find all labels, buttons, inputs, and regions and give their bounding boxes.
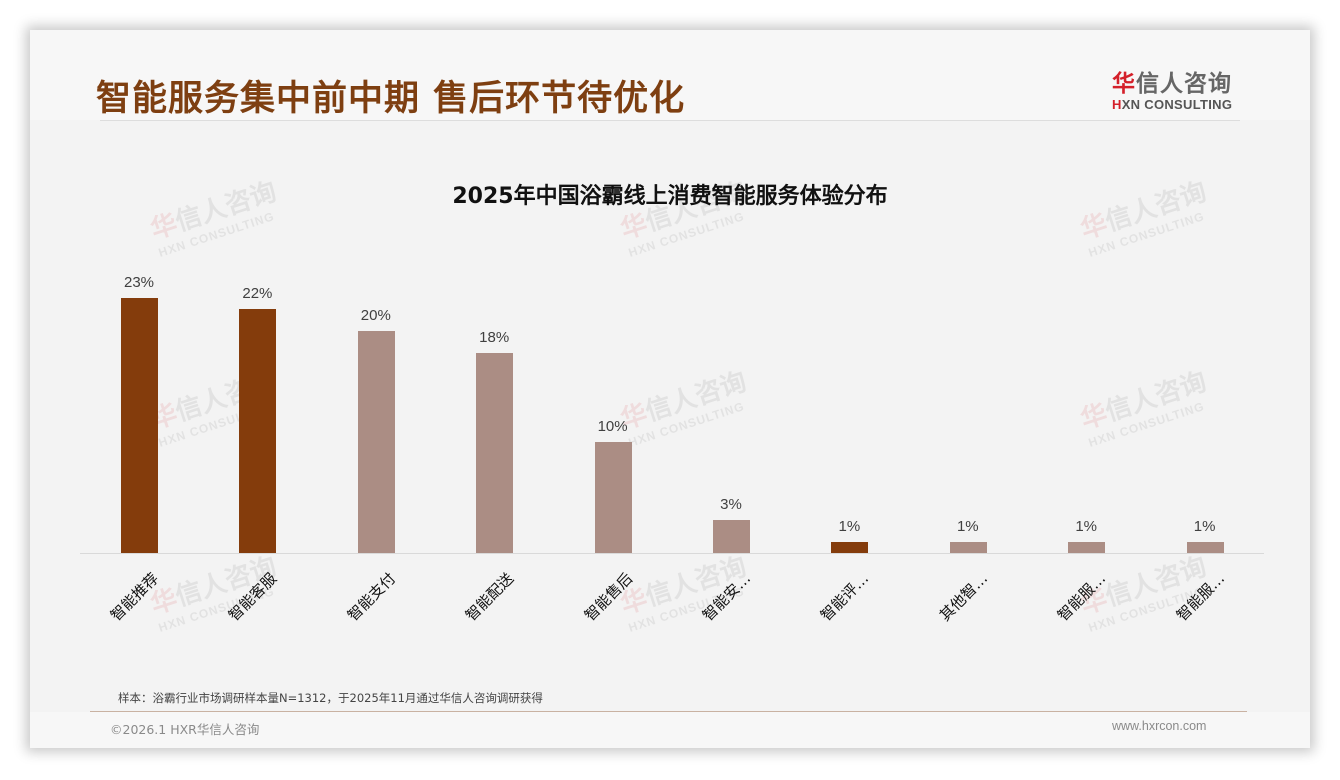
bar — [831, 541, 869, 553]
category-label: 智能客服 — [225, 569, 281, 625]
bar — [1068, 541, 1106, 553]
bar — [949, 541, 987, 553]
bar — [239, 309, 277, 553]
footer-background — [30, 712, 1310, 748]
category-label: 智能服… — [1172, 569, 1228, 625]
bar-group: 10% 智能售后 — [554, 250, 672, 624]
category-label: 智能售后 — [580, 569, 636, 625]
bar-group: 22% 智能客服 — [198, 250, 316, 625]
header-background — [30, 30, 1310, 120]
bar-group: 1% 智能服… — [1027, 250, 1145, 625]
category-label: 智能评… — [817, 569, 873, 625]
x-axis-line — [80, 553, 1264, 554]
page-title: 智能服务集中前中期 售后环节待优化 — [96, 79, 686, 119]
header-divider — [100, 120, 1240, 121]
category-label: 智能推荐 — [106, 569, 163, 625]
watermark-red-char: 华 — [617, 209, 652, 246]
company-logo: 华信人咨询 HXN CONSULTING — [1112, 64, 1242, 112]
category-label: 智能安… — [698, 569, 755, 625]
category-label: 智能配送 — [462, 569, 518, 625]
category-label: 其他智… — [935, 569, 991, 625]
bar — [713, 519, 750, 553]
bar-group: 1% 其他智… — [909, 250, 1027, 625]
bar-group: 3% 智能安… — [672, 250, 790, 625]
bar-value-label: 1% — [838, 517, 861, 535]
bar — [476, 353, 514, 553]
watermark-red-char: 华 — [147, 209, 182, 246]
bar — [1186, 541, 1224, 553]
logo-english: HXN CONSULTING — [1112, 97, 1242, 112]
logo-red-char: 华 — [1112, 71, 1136, 97]
bar-value-label: 10% — [597, 418, 628, 436]
bar-value-label: 1% — [956, 517, 979, 535]
bar-group: 20% 智能支付 — [317, 250, 435, 624]
bar-group: 1% 智能评… — [790, 250, 908, 625]
chart-title: 2025年中国浴霸线上消费智能服务体验分布 — [452, 184, 888, 209]
bar-chart-plot: 23% 智能推荐 22% 智能客服 20% 智能支付 18% 智能配送 10% 智能售后 3% 智能安… — [80, 250, 1264, 625]
sample-note: 样本：浴霸行业市场调研样本量N=1312，于2025年11月通过华信人咨询调研获… — [118, 691, 543, 705]
bar — [121, 298, 158, 553]
logo-en-text: XN CONSULTING — [1121, 97, 1233, 112]
logo-chinese: 华信人咨询 — [1112, 64, 1242, 98]
bar-value-label: 3% — [720, 495, 742, 513]
bar-value-label: 20% — [360, 307, 391, 325]
bar-value-label: 23% — [123, 274, 155, 291]
copyright-text: ©2026.1 HXR华信人咨询 — [110, 722, 260, 737]
category-label: 智能支付 — [343, 569, 399, 625]
logo-cn-text: 信人咨询 — [1136, 71, 1232, 97]
bar — [357, 331, 395, 553]
footer-divider — [90, 711, 1247, 712]
bar-group: 18% 智能配送 — [435, 250, 553, 624]
logo-red-letter: H — [1112, 97, 1122, 112]
watermark-red-char: 华 — [1077, 209, 1112, 246]
bar-group: 23% 智能推荐 — [80, 250, 198, 625]
bar-value-label: 22% — [242, 285, 273, 303]
category-label: 智能服… — [1054, 569, 1110, 625]
website-text: www.hxrcon.com — [1112, 719, 1207, 733]
bar-value-label: 1% — [1193, 517, 1216, 535]
bar-value-label: 18% — [479, 329, 510, 347]
bar-value-label: 1% — [1075, 517, 1098, 535]
slide: 华信人咨询 HXN CONSULTING 华信人咨询 HXN CONSULTING 华信… — [30, 30, 1310, 748]
bar — [594, 442, 632, 553]
bar-group: 1% 智能服… — [1146, 250, 1264, 625]
